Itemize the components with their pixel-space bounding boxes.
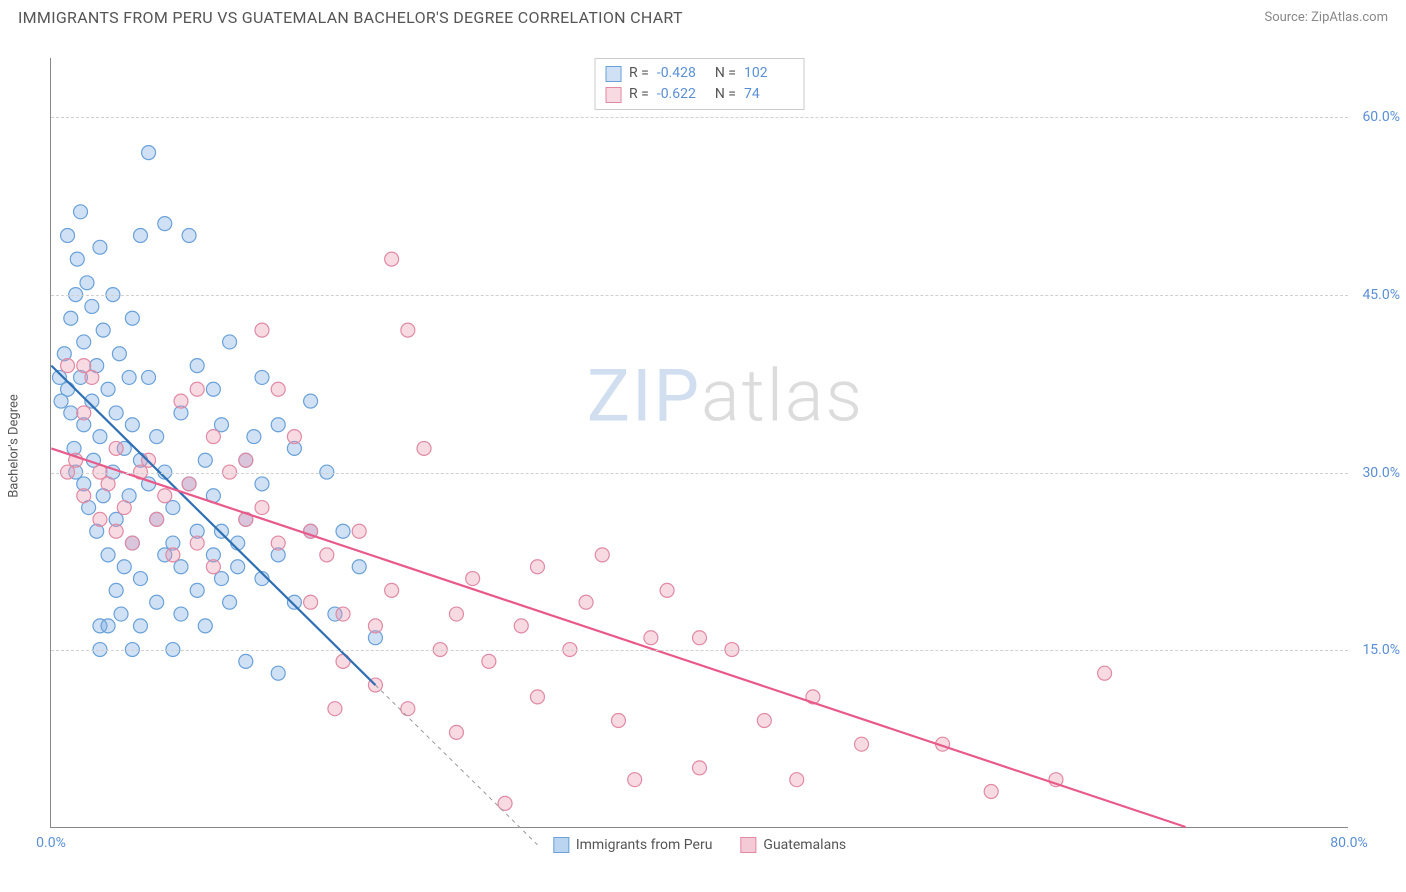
gridline bbox=[51, 295, 1348, 296]
correlation-row-peru: R = -0.428 N = 102 bbox=[605, 63, 794, 84]
r-value-guatemalans: -0.622 bbox=[657, 84, 707, 105]
chart-title: IMMIGRANTS FROM PERU VS GUATEMALAN BACHE… bbox=[18, 8, 683, 27]
r-value-peru: -0.428 bbox=[657, 63, 707, 84]
correlation-row-guatemalans: R = -0.622 N = 74 bbox=[605, 84, 794, 105]
n-value-guatemalans: 74 bbox=[744, 84, 794, 105]
scatter-plot-svg bbox=[51, 58, 1348, 827]
n-label: N = bbox=[715, 84, 736, 105]
x-tick-label: 0.0% bbox=[36, 835, 66, 851]
n-value-peru: 102 bbox=[744, 63, 794, 84]
y-tick-label: 60.0% bbox=[1352, 109, 1400, 125]
chart-plot-area: ZIPatlas R = -0.428 N = 102 R = -0.622 N… bbox=[50, 58, 1348, 828]
n-label: N = bbox=[715, 63, 736, 84]
swatch-guatemalans bbox=[740, 837, 756, 853]
legend-label-guatemalans: Guatemalans bbox=[763, 837, 846, 853]
legend-label-peru: Immigrants from Peru bbox=[576, 837, 713, 853]
r-label: R = bbox=[629, 84, 649, 105]
swatch-guatemalans bbox=[605, 87, 621, 103]
y-tick-label: 45.0% bbox=[1352, 287, 1400, 303]
gridline bbox=[51, 650, 1348, 651]
correlation-legend: R = -0.428 N = 102 R = -0.622 N = 74 bbox=[594, 58, 805, 110]
y-axis-label: Bachelor's Degree bbox=[7, 394, 22, 498]
swatch-peru bbox=[553, 837, 569, 853]
y-tick-label: 15.0% bbox=[1352, 642, 1400, 658]
y-tick-label: 30.0% bbox=[1352, 465, 1400, 481]
x-tick-label: 80.0% bbox=[1330, 835, 1368, 851]
header: IMMIGRANTS FROM PERU VS GUATEMALAN BACHE… bbox=[0, 0, 1406, 33]
r-label: R = bbox=[629, 63, 649, 84]
source-attribution: Source: ZipAtlas.com bbox=[1264, 10, 1388, 25]
legend-item-guatemalans: Guatemalans bbox=[740, 837, 846, 853]
legend-item-peru: Immigrants from Peru bbox=[553, 837, 713, 853]
series-legend: Immigrants from Peru Guatemalans bbox=[553, 837, 846, 853]
swatch-peru bbox=[605, 66, 621, 82]
gridline bbox=[51, 473, 1348, 474]
gridline bbox=[51, 117, 1348, 118]
